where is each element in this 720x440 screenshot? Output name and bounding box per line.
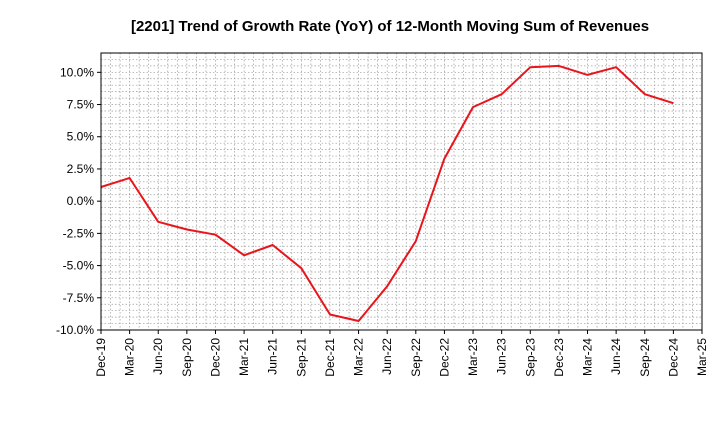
- x-tick-label: Jun-24: [609, 338, 623, 375]
- plot-frame: [100, 52, 703, 331]
- x-tick-label: Sep-21: [294, 338, 308, 377]
- y-tick-label: -2.5%: [63, 226, 95, 240]
- x-tick-label: Mar-20: [123, 338, 137, 376]
- x-axis: Dec-19 Mar-20 Jun-20 Sep-20 Dec-20 Mar-21 Jun-…: [94, 330, 709, 377]
- chart-title: [2201] Trend of Growth Rate (YoY) of 12-…: [131, 18, 649, 35]
- x-tick-label: Sep-24: [638, 338, 652, 377]
- x-tick-label: Dec-23: [552, 338, 566, 377]
- x-tick-label: Dec-24: [666, 338, 680, 377]
- x-tick-label: Dec-22: [437, 338, 451, 377]
- series-layer: [100, 64, 674, 322]
- x-tick-label: Mar-22: [352, 338, 366, 376]
- x-tick-label: Jun-21: [266, 338, 280, 375]
- grid: [101, 53, 702, 330]
- x-tick-label: Jun-20: [151, 338, 165, 375]
- x-tick-label: Dec-21: [323, 338, 337, 377]
- x-tick-label: Mar-25: [695, 338, 709, 376]
- y-axis: -10.0% -7.5% -5.0% -2.5% 0.0% 2.5% 5.0% 7.5% 10.…: [56, 65, 101, 337]
- x-tick-label: Jun-22: [380, 338, 394, 375]
- x-tick-label: Sep-22: [409, 338, 423, 377]
- y-tick-label: 2.5%: [67, 162, 95, 176]
- y-tick-label: 0.0%: [67, 194, 95, 208]
- x-tick-label: Mar-21: [237, 338, 251, 376]
- x-tick-label: Mar-24: [581, 338, 595, 376]
- y-tick-label: -7.5%: [63, 291, 95, 305]
- y-tick-label: 5.0%: [67, 130, 95, 144]
- x-tick-label: Sep-20: [180, 338, 194, 377]
- x-tick-label: Sep-23: [523, 338, 537, 377]
- series-line: [100, 64, 674, 322]
- y-tick-label: -5.0%: [63, 259, 95, 273]
- y-tick-label: 10.0%: [60, 65, 94, 79]
- x-tick-label: Dec-20: [208, 338, 222, 377]
- x-tick-label: Mar-23: [466, 338, 480, 376]
- x-tick-label: Jun-23: [495, 338, 509, 375]
- x-tick-label: Dec-19: [94, 338, 108, 377]
- y-tick-label: -10.0%: [56, 323, 94, 337]
- y-tick-label: 7.5%: [67, 98, 95, 112]
